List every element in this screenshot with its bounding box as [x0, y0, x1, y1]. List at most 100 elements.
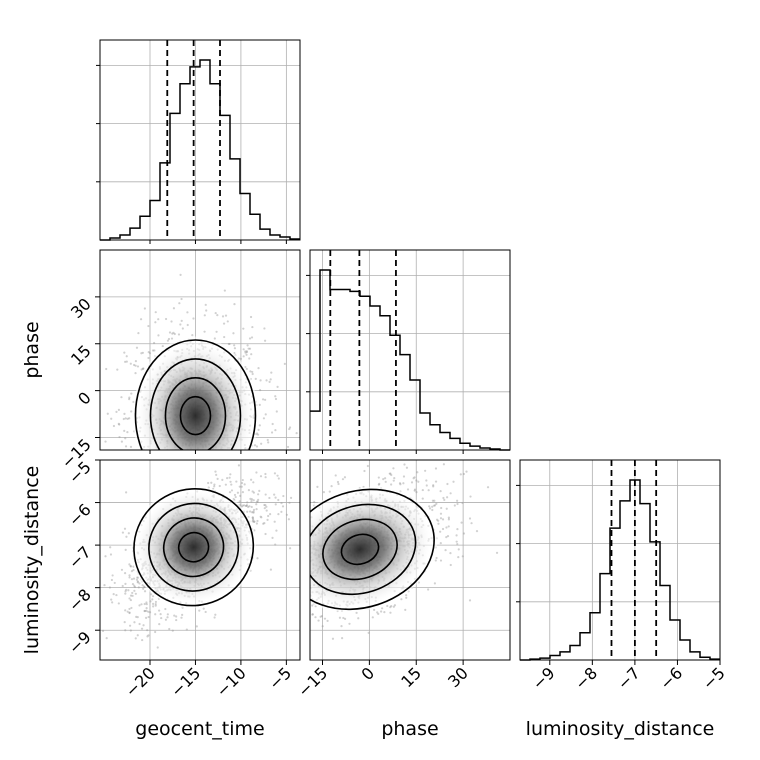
scatter-point [185, 628, 188, 631]
scatter-point [153, 454, 155, 456]
scatter-point [371, 616, 374, 619]
scatter-point [250, 353, 253, 356]
scatter-point [146, 472, 148, 474]
scatter-point [177, 333, 181, 336]
scatter-point [153, 341, 156, 345]
scatter-point [252, 499, 255, 502]
scatter-point [227, 473, 229, 475]
scatter-point [101, 629, 105, 632]
scatter-point [136, 365, 140, 368]
scatter-point [416, 471, 419, 474]
contour-level-2 [162, 517, 225, 578]
scatter-point [445, 507, 448, 510]
panel-hist-phase [306, 249, 511, 451]
scatter-point [185, 468, 187, 470]
scatter-point [222, 483, 224, 485]
scatter-point [461, 501, 464, 505]
scatter-point [274, 397, 278, 401]
scatter-point [294, 615, 296, 617]
scatter-point [116, 368, 119, 371]
scatter-point [382, 478, 385, 481]
scatter-point [129, 594, 133, 597]
scatter-point [115, 410, 118, 413]
scatter-point [241, 478, 244, 482]
scatter-point [223, 289, 226, 292]
scatter-point [293, 553, 295, 555]
scatter-point [235, 480, 238, 483]
scatter-point [238, 500, 241, 503]
scatter-point [267, 441, 270, 444]
scatter-point [336, 480, 340, 484]
scatter-point [97, 636, 99, 638]
scatter-point [251, 595, 253, 597]
scatter-point [213, 616, 216, 619]
scatter-point [475, 530, 479, 533]
scatter-point [211, 472, 213, 474]
scatter-point [128, 398, 131, 401]
scatter-point [134, 372, 137, 375]
scatter-point [110, 417, 113, 420]
scatter-point [258, 424, 261, 427]
scatter-point [399, 483, 402, 486]
scatter-point [168, 472, 170, 474]
scatter-point [121, 489, 123, 491]
scatter-point [257, 366, 260, 370]
scatter-point [259, 379, 262, 382]
scatter-point [289, 547, 292, 550]
scatter-point [434, 559, 437, 562]
scatter-point [390, 605, 393, 608]
scatter-point [449, 552, 452, 555]
scatter-point [218, 484, 221, 488]
scatter-point [187, 475, 189, 477]
scatter-point [117, 408, 120, 411]
scatter-point [229, 480, 232, 483]
scatter-point [128, 574, 131, 577]
scatter-point [291, 602, 293, 604]
scatter-point [138, 503, 140, 505]
scatter-point [130, 569, 134, 573]
scatter-point [425, 479, 428, 482]
scatter-point [441, 527, 445, 531]
scatter-point [158, 452, 160, 454]
scatter-point [281, 574, 283, 576]
y-tick-label: −7 [65, 542, 95, 572]
scatter-point [233, 347, 237, 350]
scatter-point [190, 478, 192, 480]
scatter-point [162, 466, 164, 468]
scatter-point [202, 607, 205, 610]
hist-step [100, 59, 300, 241]
scatter-point [168, 331, 172, 334]
y-tick-label: 15 [67, 341, 95, 369]
scatter-point [242, 327, 245, 330]
scatter-point [465, 470, 468, 473]
scatter-point [151, 598, 154, 601]
scatter-point [136, 634, 139, 637]
scatter-point [444, 549, 447, 552]
scatter-point [445, 536, 448, 539]
scatter-point [449, 492, 452, 495]
scatter-point [170, 320, 173, 323]
scatter-point [437, 519, 440, 522]
scatter-point [311, 613, 314, 616]
ylabel-phase: phase [21, 321, 43, 378]
scatter-point [255, 575, 257, 577]
scatter-point [252, 508, 256, 511]
scatter-point [228, 476, 231, 479]
scatter-point [185, 461, 187, 463]
scatter-point [439, 512, 443, 515]
scatter-point [118, 423, 121, 426]
scatter-point [393, 476, 396, 480]
scatter-point [128, 597, 131, 600]
scatter-point [154, 321, 157, 324]
scatter-point [304, 601, 306, 603]
scatter-point [262, 547, 264, 549]
scatter-point [179, 323, 182, 326]
scatter-point [129, 598, 132, 602]
scatter-point [265, 505, 268, 508]
scatter-point [148, 352, 152, 355]
scatter-point [302, 583, 304, 585]
scatter-point [187, 453, 189, 455]
scatter-point [233, 480, 235, 482]
scatter-point [262, 535, 264, 537]
scatter-point [154, 604, 157, 607]
